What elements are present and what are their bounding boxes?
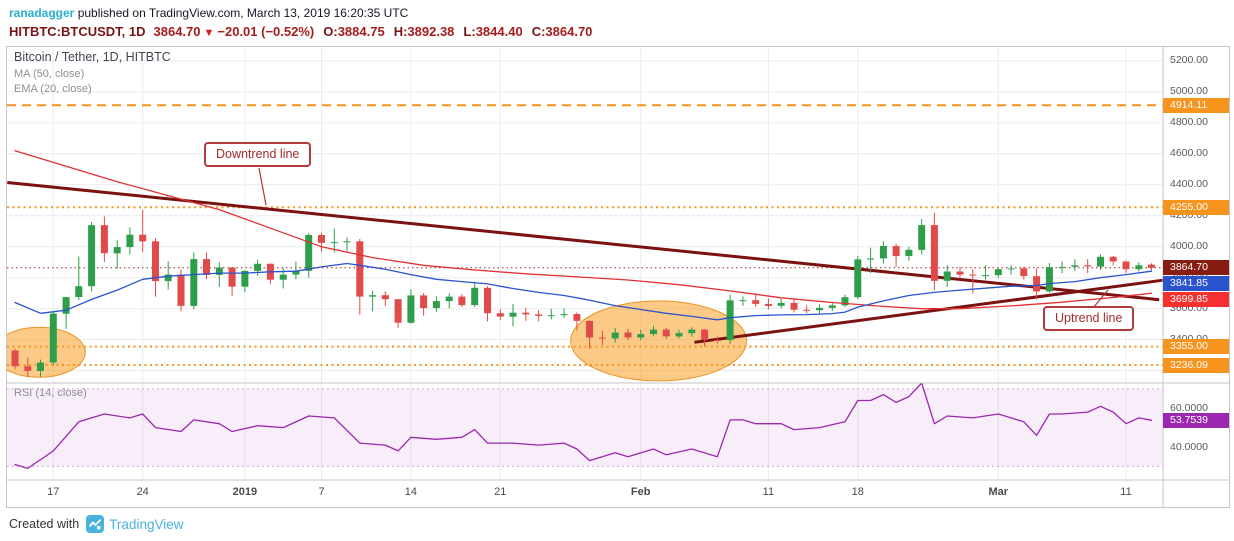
tradingview-brand-link[interactable]: TradingView — [109, 516, 184, 532]
time-tick: Mar — [988, 486, 1009, 498]
rsi-line[interactable] — [14, 382, 1153, 470]
price-label: 3236.09 — [1163, 357, 1229, 373]
price-tick: 5200.00 — [1170, 54, 1208, 67]
close-value: C:3864.70 — [531, 24, 593, 39]
price-label: 4914.11 — [1163, 97, 1229, 113]
rsi-band — [7, 388, 1163, 467]
open-value: O:3884.75 — [323, 24, 385, 39]
time-tick: 18 — [851, 486, 864, 498]
ma50-line[interactable] — [14, 150, 1153, 310]
created-with-text: Created with — [9, 517, 80, 531]
level-lines[interactable] — [7, 104, 1163, 366]
trend-lines[interactable] — [7, 181, 1164, 344]
price-label: 3355.00 — [1163, 339, 1229, 355]
highlight-ellipses[interactable] — [7, 300, 748, 382]
published-line: ranadagger published on TradingView.com,… — [9, 6, 592, 20]
high-value: H:3892.38 — [393, 24, 455, 39]
time-tick: Feb — [630, 486, 651, 498]
chart-title: Bitcoin / Tether, 1D, HITBTC — [14, 50, 171, 64]
published-text: published on TradingView.com, March 13, … — [74, 6, 409, 20]
time-tick: 11 — [762, 486, 775, 498]
price-tick: 4400.00 — [1170, 178, 1208, 191]
author-name[interactable]: ranadagger — [9, 6, 75, 20]
down-arrow-icon: ▼ — [203, 27, 215, 39]
ema20-line[interactable] — [14, 262, 1153, 321]
time-tick: 17 — [47, 486, 60, 498]
ema20-legend: EMA (20, close) — [14, 83, 92, 95]
time-tick: 2019 — [232, 486, 258, 498]
time-tick: 24 — [136, 486, 149, 498]
chart-area[interactable]: Bitcoin / Tether, 1D, HITBTC MA (50, clo… — [6, 46, 1230, 508]
rsi-value-label: 53.7539 — [1163, 412, 1229, 428]
time-tick: 14 — [404, 486, 418, 498]
price-label: 4255.00 — [1163, 199, 1229, 215]
symbol-name: HITBTC:BTCUSDT, 1D — [9, 24, 146, 39]
downtrend-callout[interactable]: Downtrend line — [204, 142, 312, 167]
price-tick: 5000.00 — [1170, 85, 1208, 98]
time-tick: 7 — [318, 486, 325, 498]
symbol-ohlc-line: HITBTC:BTCUSDT, 1D 3864.70 ▼ −20.01 (−0.52%… — [9, 24, 592, 39]
chart-canvas[interactable] — [7, 47, 1229, 507]
ma50-legend: MA (50, close) — [14, 68, 85, 80]
callout-pointers — [258, 167, 1109, 309]
candlesticks — [11, 210, 1155, 377]
rsi-tick: 40.0000 — [1170, 440, 1208, 453]
last-price: 3864.70 — [153, 24, 201, 39]
price-label: 3841.85 — [1163, 276, 1229, 292]
price-tick: 4600.00 — [1170, 147, 1208, 160]
rsi-tick: 60.0000 — [1170, 401, 1208, 414]
price-axis[interactable]: 5200.00 5000.00 4800.00 4600.00 4400.00 4200.… — [1163, 47, 1229, 507]
tradingview-logo-icon[interactable] — [86, 515, 105, 533]
header: ranadagger published on TradingView.com,… — [9, 6, 592, 39]
time-tick: 21 — [494, 486, 507, 498]
time-axis[interactable]: 17 24 2019 7 14 21 Feb 11 18 Mar 11 — [7, 480, 1163, 507]
price-change: −20.01 (−0.52%) — [217, 24, 315, 39]
low-value: L:3844.40 — [463, 24, 523, 39]
price-tick: 4800.00 — [1170, 116, 1208, 129]
price-label: 3699.85 — [1163, 292, 1229, 308]
price-label: 3864.70 — [1163, 260, 1229, 276]
time-tick: 11 — [1120, 486, 1132, 498]
rsi-legend: RSI (14, close) — [14, 387, 87, 399]
main-pane-legend: Bitcoin / Tether, 1D, HITBTC MA (50, clo… — [14, 50, 171, 97]
uptrend-callout[interactable]: Uptrend line — [1043, 306, 1135, 331]
grid-lines — [7, 47, 1163, 480]
price-tick: 4000.00 — [1170, 240, 1208, 253]
footer: Created with TradingView — [9, 515, 183, 533]
